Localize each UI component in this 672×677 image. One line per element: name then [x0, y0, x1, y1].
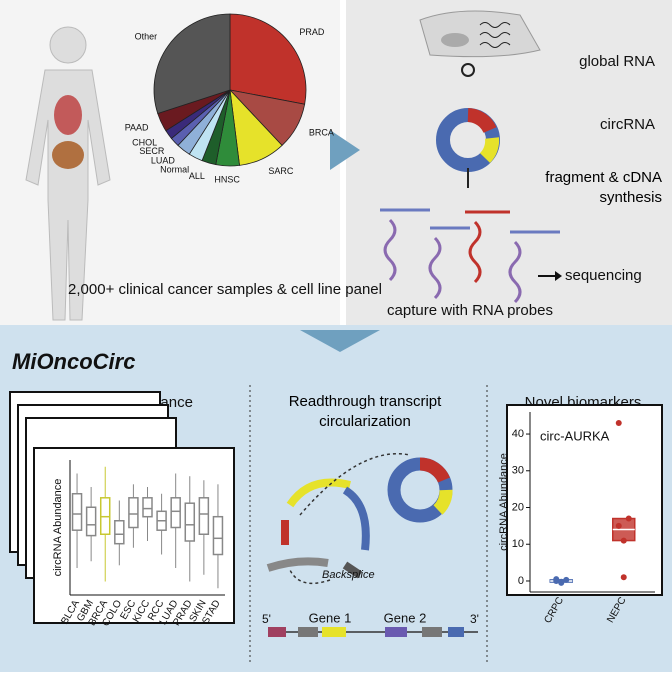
slice-label: CHOL — [132, 137, 157, 147]
y-tick-label: 40 — [512, 428, 524, 440]
slice-label: Normal — [160, 165, 189, 175]
slice-label: LUAD — [151, 155, 176, 165]
point — [625, 515, 632, 522]
slice-label: PRAD — [299, 27, 325, 37]
box — [184, 502, 196, 542]
point — [615, 420, 622, 427]
slice-label: SARC — [268, 166, 294, 176]
slice-label: PAAD — [125, 123, 149, 133]
y-axis-label: circRNA Abundance — [52, 479, 64, 577]
body-figure — [25, 26, 111, 321]
heading-box: Readthrough transcript circularization — [288, 393, 442, 430]
box — [170, 497, 181, 529]
label: Backsplice — [322, 569, 375, 581]
label: 5' — [262, 612, 271, 626]
y-tick-label: 0 — [518, 575, 524, 587]
point — [615, 522, 622, 529]
box — [212, 515, 224, 556]
label: fragment & cDNA synthesis — [545, 169, 662, 206]
pie-slice — [229, 13, 307, 105]
box-plot: BLCAGBMBRCACOLOESCKICCRCCLUADPRADSKINSTA… — [52, 460, 225, 628]
slice-label: SECR — [139, 146, 165, 156]
y-tick-label: 10 — [512, 538, 524, 550]
box — [71, 493, 83, 531]
arrow — [330, 130, 360, 170]
heading: Readthrough transcript circularization — [288, 393, 442, 430]
box — [128, 497, 139, 529]
box — [114, 520, 125, 545]
slice-label: ALL — [189, 171, 205, 181]
pie-slice — [153, 13, 231, 114]
label: sequencing — [565, 267, 642, 284]
slice-label: HNSC — [214, 174, 240, 184]
y-axis-label: circRNA Abundance — [498, 453, 510, 551]
label: 3' — [470, 612, 479, 626]
readthrough-diagram — [266, 453, 478, 633]
cell — [380, 10, 562, 304]
point — [620, 574, 627, 581]
point — [553, 576, 560, 583]
point — [563, 576, 570, 583]
box — [85, 506, 97, 537]
arrow — [300, 330, 380, 352]
label: global RNA — [579, 53, 655, 70]
box — [142, 497, 153, 518]
gene-blocks — [268, 627, 464, 637]
chart-title: circ-AURKA — [540, 428, 610, 443]
label: circRNA — [600, 116, 655, 133]
label-box: fragment & cDNA synthesis — [545, 169, 662, 206]
point — [620, 537, 627, 544]
caption: 2,000+ clinical cancer samples & cell li… — [68, 281, 382, 298]
y-tick-label: 30 — [512, 465, 524, 477]
point — [558, 578, 565, 585]
slice-label: BRCA — [309, 128, 334, 138]
label: capture with RNA probes — [387, 302, 553, 319]
label: Gene 1 — [309, 610, 352, 625]
slice-label: Other — [135, 31, 158, 41]
resource-title: MiOncoCirc — [12, 349, 135, 374]
label: Gene 2 — [384, 610, 427, 625]
frame — [506, 404, 663, 596]
box — [198, 497, 210, 535]
y-tick-label: 20 — [512, 501, 524, 513]
